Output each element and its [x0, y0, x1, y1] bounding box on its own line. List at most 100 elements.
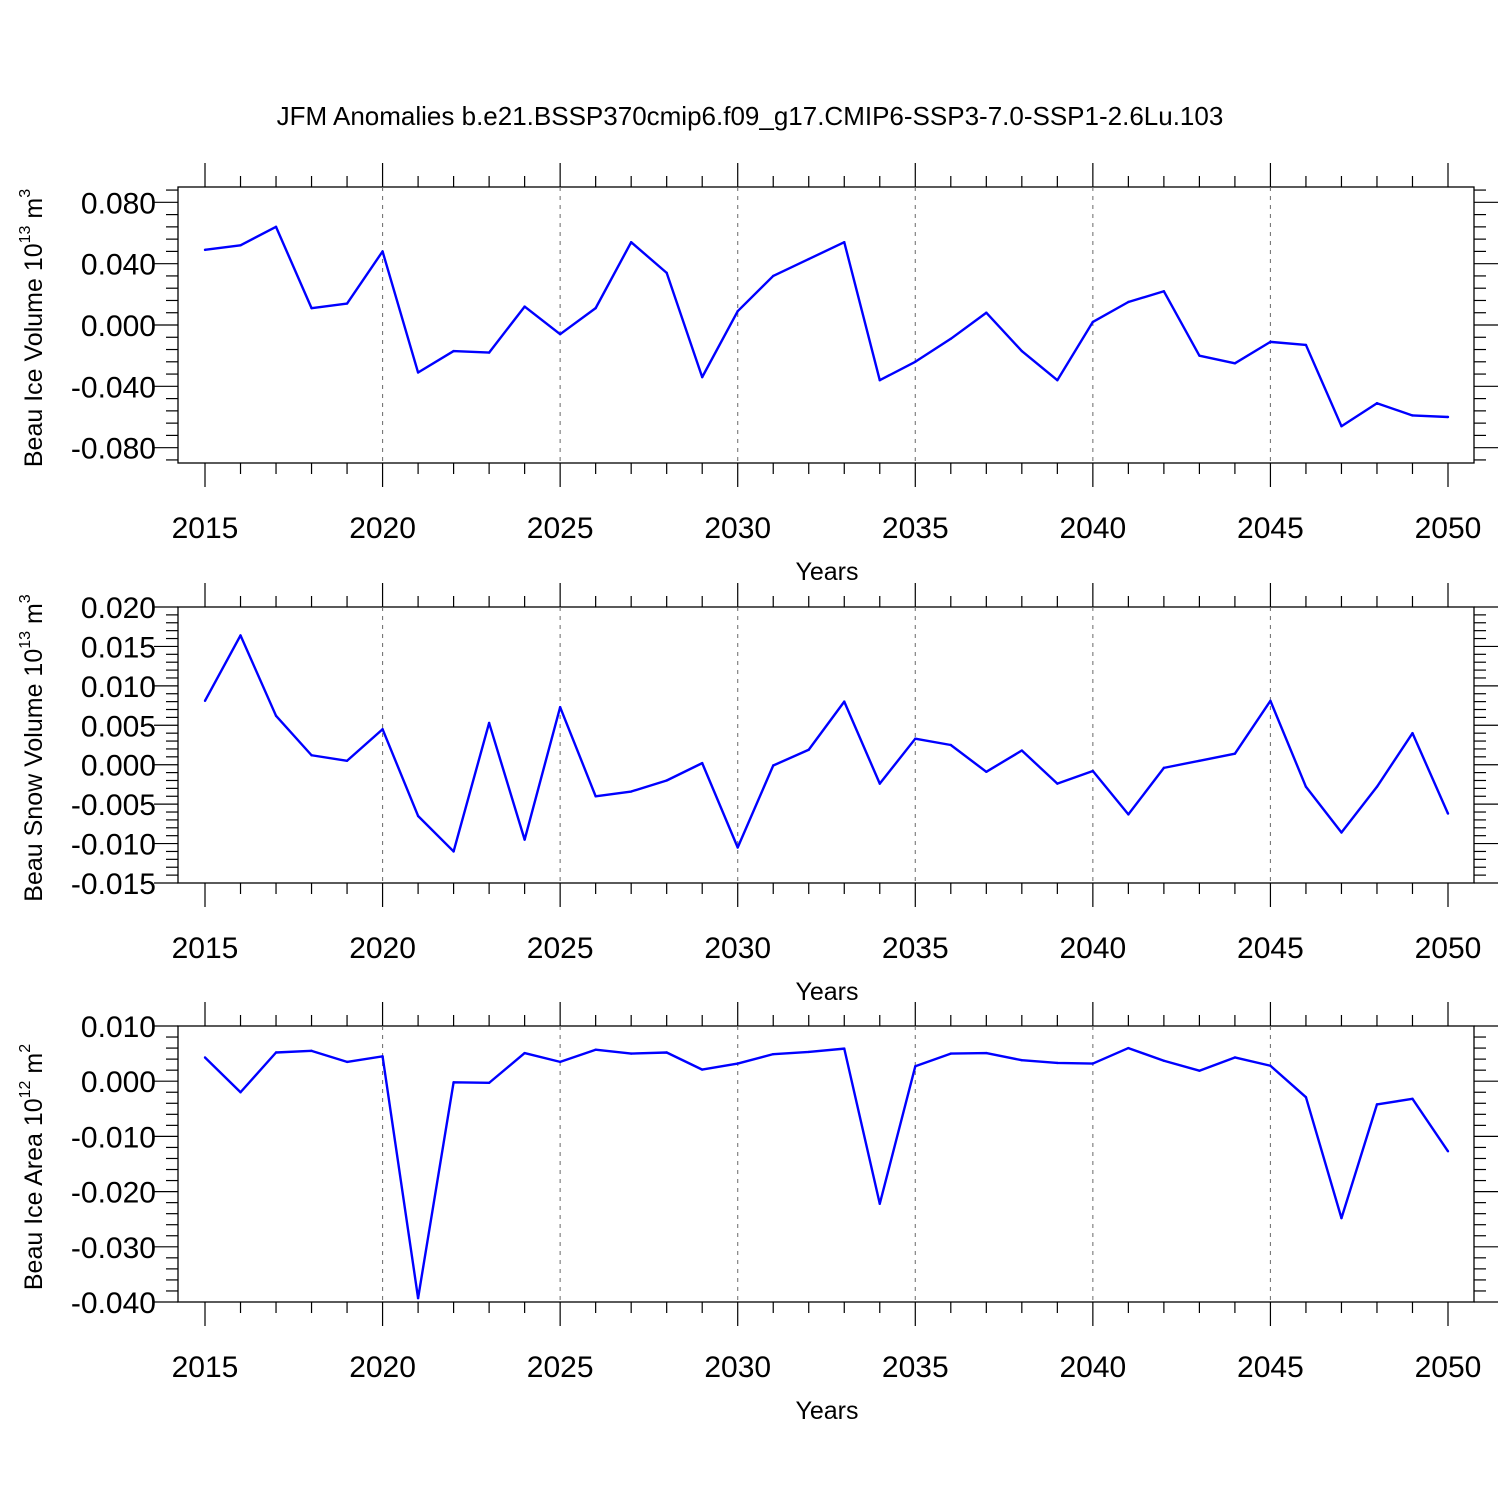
x-tick-label: 2015	[172, 512, 239, 545]
data-point	[914, 360, 917, 363]
data-point	[736, 310, 739, 313]
data-point	[1446, 415, 1450, 419]
x-tick-label: 2030	[704, 1351, 771, 1384]
data-point	[1056, 379, 1059, 382]
data-point	[1020, 349, 1024, 353]
data-point	[345, 1060, 349, 1064]
x-tick-label: 2015	[172, 932, 239, 965]
data-point	[843, 241, 846, 244]
data-point	[452, 850, 455, 853]
series-line	[204, 1046, 1449, 1300]
y-tick-label: -0.005	[71, 789, 156, 822]
data-point	[701, 1068, 704, 1071]
data-point	[381, 728, 384, 731]
data-point	[772, 274, 775, 278]
data-point	[701, 761, 704, 765]
x-tick-label: 2020	[349, 512, 416, 545]
data-point	[239, 1091, 242, 1094]
data-point	[1020, 1059, 1024, 1062]
data-point	[1233, 752, 1237, 755]
data-point	[807, 1050, 810, 1054]
data-point	[1162, 290, 1166, 293]
data-point	[1127, 813, 1130, 816]
x-tick-label: 2040	[1059, 1351, 1126, 1384]
data-point	[594, 795, 597, 798]
data-point	[310, 1049, 313, 1053]
y-tick-label: 0.015	[81, 631, 156, 664]
x-tick-label: 2035	[882, 932, 949, 965]
x-tick-label: 2050	[1415, 1351, 1482, 1384]
y-tick-label: -0.020	[71, 1177, 156, 1210]
data-point	[274, 1051, 278, 1054]
panel-1: -0.080 -0.040 0.000 0.040 0.080 2015 2020 2025 2…	[17, 163, 1498, 586]
data-point	[1411, 414, 1414, 417]
x-tick-label: 2030	[704, 512, 771, 545]
data-point	[1127, 1046, 1130, 1050]
data-point	[310, 754, 313, 757]
data-point	[701, 375, 704, 379]
data-point	[665, 1051, 668, 1054]
data-point	[1411, 731, 1414, 735]
x-tick-label: 2025	[527, 1351, 594, 1384]
data-point	[985, 770, 988, 774]
series-line	[204, 225, 1449, 428]
y-tick-label: 0.020	[81, 592, 156, 625]
y-tick-label: -0.010	[71, 829, 156, 862]
data-point	[310, 306, 313, 310]
x-tick-label: 2020	[349, 1351, 416, 1384]
chart-title: JFM Anomalies b.e21.BSSP370cmip6.f09_g17…	[277, 101, 1224, 131]
data-point	[239, 634, 242, 637]
y-axis-title: Beau Snow Volume 1013 m3	[17, 594, 48, 902]
x-tick-label: 2025	[527, 512, 594, 545]
data-point	[1340, 425, 1343, 428]
x-tick-label: 2030	[704, 932, 771, 965]
data-point	[594, 1048, 597, 1051]
data-point	[1091, 1062, 1095, 1065]
data-point	[1233, 1056, 1237, 1059]
data-point	[1304, 343, 1308, 347]
data-point	[629, 241, 633, 244]
x-tick-label: 2045	[1237, 512, 1304, 545]
data-point	[416, 371, 420, 374]
x-tick-label: 2045	[1237, 932, 1304, 965]
data-point	[665, 271, 668, 275]
data-point	[1056, 782, 1059, 785]
data-point	[1162, 766, 1166, 770]
data-point	[736, 846, 739, 849]
data-point	[1375, 785, 1379, 788]
data-point	[1233, 362, 1237, 365]
data-point	[203, 248, 207, 252]
data-point	[629, 1052, 633, 1055]
data-point	[558, 705, 562, 709]
data-point	[381, 1055, 384, 1058]
y-tick-label: 0.005	[81, 710, 156, 743]
data-point	[843, 1047, 846, 1050]
data-point	[772, 1052, 775, 1056]
data-point	[1304, 785, 1308, 788]
data-point	[487, 721, 491, 725]
x-tick-label: 2035	[882, 1351, 949, 1384]
data-point	[345, 759, 349, 762]
data-point	[843, 700, 846, 703]
data-point	[1091, 769, 1095, 773]
data-point	[558, 1060, 562, 1064]
data-point	[1375, 402, 1379, 405]
data-point	[594, 306, 597, 310]
y-tick-label: 0.000	[81, 1066, 156, 1099]
data-point	[345, 302, 349, 305]
x-tick-label: 2035	[882, 512, 949, 545]
data-point	[416, 1296, 420, 1300]
y-tick-label: -0.080	[71, 433, 156, 466]
data-point	[1198, 1069, 1201, 1072]
data-point	[914, 737, 917, 740]
y-tick-label: 0.080	[81, 187, 156, 220]
data-point	[949, 1052, 952, 1055]
y-tick-label: -0.015	[71, 868, 156, 901]
x-axis-title: Years	[795, 558, 858, 586]
data-point	[523, 1051, 526, 1055]
data-point	[203, 1056, 207, 1059]
data-point	[1198, 354, 1201, 357]
x-tick-label: 2050	[1415, 512, 1482, 545]
data-point	[274, 225, 278, 229]
x-tick-label: 2025	[527, 932, 594, 965]
